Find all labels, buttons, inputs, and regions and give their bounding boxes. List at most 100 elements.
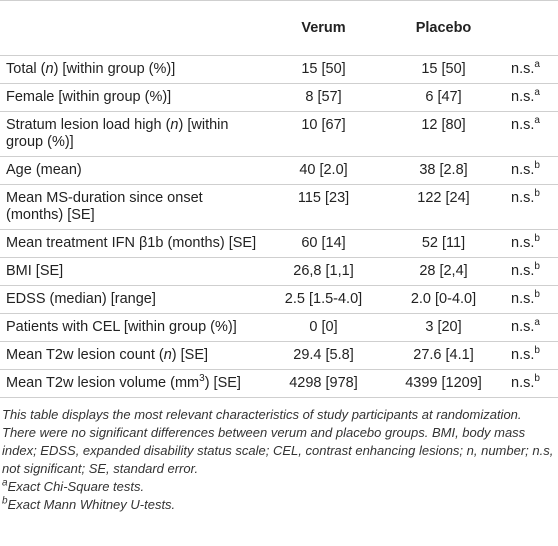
table-row: Mean MS-duration since onset (months) [S… <box>0 184 558 230</box>
label-part: Stratum lesion load high ( <box>6 117 171 133</box>
cell: 2.0 [0-4.0] <box>380 285 505 314</box>
cell: 4298 [978] <box>265 369 380 398</box>
footnote-text: Exact Mann Whitney U-tests. <box>7 497 176 512</box>
row-label: Mean MS-duration since onset (months) [S… <box>0 184 265 230</box>
significance: n.s.b <box>505 285 558 314</box>
row-label: Female [within group (%)] <box>0 83 265 112</box>
footnote: bExact Mann Whitney U-tests. <box>2 496 556 514</box>
table-row: Mean T2w lesion volume (mm3) [SE] 4298 [9… <box>0 369 558 398</box>
cell: 3 [20] <box>380 313 505 342</box>
cell: 2.5 [1.5-4.0] <box>265 285 380 314</box>
label-part: ) [SE] <box>171 347 209 363</box>
cell: 60 [14] <box>265 229 380 258</box>
row-label: EDSS (median) [range] <box>0 285 265 314</box>
table-row: Patients with CEL [within group (%)] 0 [0… <box>0 313 558 342</box>
header-cell <box>505 0 558 56</box>
footnote-mark: a <box>534 115 540 127</box>
sig-text: n.s. <box>511 61 535 77</box>
header-cell: Verum <box>265 0 380 56</box>
footnote-mark: b <box>2 495 8 507</box>
label-part: Age (mean) <box>6 162 82 178</box>
significance: n.s.a <box>505 111 558 157</box>
sig-text: n.s. <box>511 375 535 391</box>
footnote-mark: b <box>534 289 540 301</box>
footnote-mark: a <box>534 59 540 71</box>
label-part: Mean treatment IFN β1b (months) [SE] <box>6 235 257 251</box>
table-row: Age (mean) 40 [2.0] 38 [2.8] n.s.b <box>0 156 558 185</box>
cell: 38 [2.8] <box>380 156 505 185</box>
cell: 12 [80] <box>380 111 505 157</box>
footnote-mark: b <box>534 233 540 245</box>
cell: 15 [50] <box>265 55 380 84</box>
significance: n.s.b <box>505 257 558 286</box>
label-part: ) [within group (%)] <box>6 117 229 150</box>
table-row: Total (n) [within group (%)] 15 [50] 15 [5… <box>0 55 558 84</box>
label-part: ) [SE] <box>204 375 241 391</box>
footnotes: aExact Chi-Square tests. bExact Mann Whit… <box>0 478 558 514</box>
row-label: Mean T2w lesion count (n) [SE] <box>0 341 265 370</box>
sig-text: n.s. <box>511 89 535 105</box>
significance: n.s.b <box>505 369 558 398</box>
caption: This table displays the most relevant ch… <box>2 407 554 476</box>
footnote-mark: b <box>534 160 540 172</box>
row-label: BMI [SE] <box>0 257 265 286</box>
sig-text: n.s. <box>511 235 535 251</box>
sig-text: n.s. <box>511 347 535 363</box>
row-label: Total (n) [within group (%)] <box>0 55 265 84</box>
significance: n.s.a <box>505 83 558 112</box>
table-row: Stratum lesion load high (n) [within gro… <box>0 111 558 157</box>
header-row: Verum Placebo <box>0 0 558 56</box>
label-part: Mean MS-duration since onset (months) [S… <box>6 190 203 223</box>
cell: 4399 [1209] <box>380 369 505 398</box>
label-part: Total ( <box>6 61 46 77</box>
sig-text: n.s. <box>511 190 535 206</box>
significance: n.s.a <box>505 55 558 84</box>
footnote-mark: a <box>534 87 540 99</box>
cell: 40 [2.0] <box>265 156 380 185</box>
label-part: Mean T2w lesion volume (mm <box>6 375 200 391</box>
table-row: Mean treatment IFN β1b (months) [SE] 60 [… <box>0 229 558 258</box>
cell: 27.6 [4.1] <box>380 341 505 370</box>
cell: 122 [24] <box>380 184 505 230</box>
footnote-mark: b <box>534 373 540 385</box>
footnote-mark: a <box>534 317 540 329</box>
table-row: BMI [SE] 26,8 [1,1] 28 [2,4] n.s.b <box>0 257 558 286</box>
label-part: 3 <box>199 373 205 385</box>
table-body: Total (n) [within group (%)] 15 [50] 15 [5… <box>0 55 558 398</box>
cell: 0 [0] <box>265 313 380 342</box>
row-label: Age (mean) <box>0 156 265 185</box>
cell: 8 [57] <box>265 83 380 112</box>
significance: n.s.b <box>505 156 558 185</box>
footnote-mark: b <box>534 188 540 200</box>
cell: 29.4 [5.8] <box>265 341 380 370</box>
label-part: Mean T2w lesion count ( <box>6 347 164 363</box>
cell: 52 [11] <box>380 229 505 258</box>
sig-text: n.s. <box>511 319 535 335</box>
cell: 6 [47] <box>380 83 505 112</box>
cell: 15 [50] <box>380 55 505 84</box>
label-part: ) [within group (%)] <box>53 61 176 77</box>
header-cell: Placebo <box>380 0 505 56</box>
row-label: Mean treatment IFN β1b (months) [SE] <box>0 229 265 258</box>
significance: n.s.b <box>505 229 558 258</box>
label-part: EDSS (median) [range] <box>6 291 156 307</box>
label-part: BMI [SE] <box>6 263 64 279</box>
row-label: Stratum lesion load high (n) [within gro… <box>0 111 265 157</box>
significance: n.s.b <box>505 184 558 230</box>
table: Verum Placebo Total (n) [within group (%… <box>0 0 558 398</box>
cell: 10 [67] <box>265 111 380 157</box>
sig-text: n.s. <box>511 291 535 307</box>
cell: 115 [23] <box>265 184 380 230</box>
row-label: Mean T2w lesion volume (mm3) [SE] <box>0 369 265 398</box>
table-row: Female [within group (%)] 8 [57] 6 [47] n.s… <box>0 83 558 112</box>
significance: n.s.a <box>505 313 558 342</box>
label-part: Patients with CEL [within group (%)] <box>6 319 237 335</box>
label-part: n <box>170 117 179 133</box>
row-label: Patients with CEL [within group (%)] <box>0 313 265 342</box>
footnote-mark: b <box>534 261 540 273</box>
sig-text: n.s. <box>511 117 535 133</box>
label-part: Female [within group (%)] <box>6 89 172 105</box>
footnote-mark: b <box>534 345 540 357</box>
table-row: EDSS (median) [range] 2.5 [1.5-4.0] 2.0 [0… <box>0 285 558 314</box>
sig-text: n.s. <box>511 263 535 279</box>
